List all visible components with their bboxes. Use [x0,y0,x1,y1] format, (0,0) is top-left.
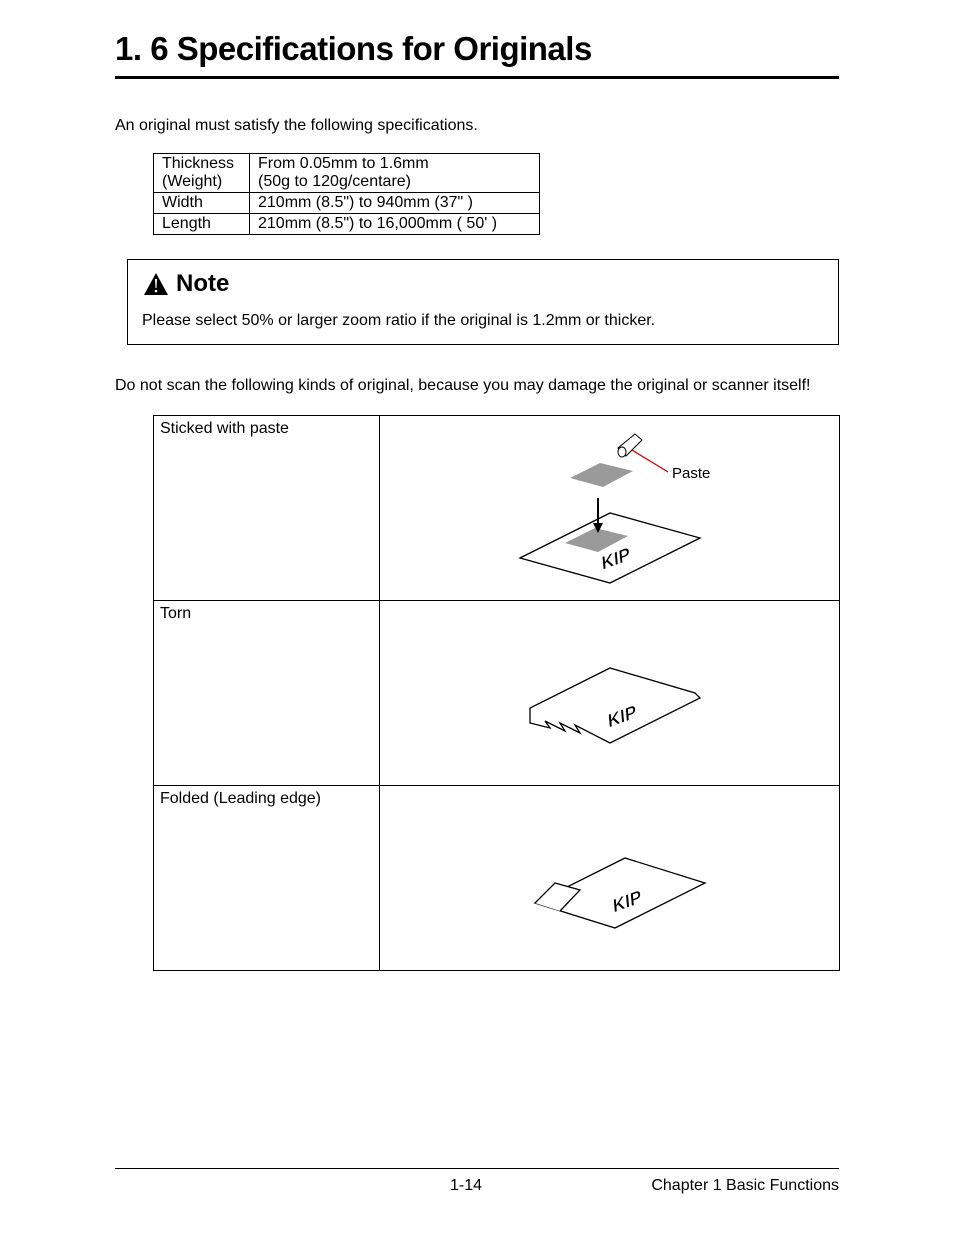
table-row: Folded (Leading edge) KIP [154,786,840,971]
specifications-table: Thickness (Weight) From 0.05mm to 1.6mm … [153,153,540,235]
section-heading: 1. 6 Specifications for Originals [115,30,839,79]
spec-value-thickness: From 0.05mm to 1.6mm (50g to 120g/centar… [250,154,540,193]
original-illustration-paste: Paste KIP [380,416,840,601]
original-label-torn: Torn [154,601,380,786]
originals-table: Sticked with paste [153,415,840,971]
note-box: Note Please select 50% or larger zoom ra… [127,259,839,345]
original-label-paste: Sticked with paste [154,416,380,601]
original-label-folded: Folded (Leading edge) [154,786,380,971]
paste-label: Paste [672,465,710,482]
spec-value-width: 210mm (8.5") to 940mm (37" ) [250,193,540,214]
page-number: 1-14 [450,1177,482,1195]
table-row: Torn KIP [154,601,840,786]
page-footer: 1-14 Chapter 1 Basic Functions [115,1168,839,1195]
table-row: Sticked with paste [154,416,840,601]
spec-label-width: Width [154,193,250,214]
spec-label-thickness: Thickness (Weight) [154,154,250,193]
note-body: Please select 50% or larger zoom ratio i… [142,312,824,330]
spec-label-length: Length [154,214,250,235]
intro-paragraph: An original must satisfy the following s… [115,117,839,135]
note-title: Note [176,270,229,298]
original-illustration-folded: KIP [380,786,840,971]
warning-triangle-icon [142,271,170,297]
spec-value-length: 210mm (8.5") to 16,000mm ( 50' ) [250,214,540,235]
warning-paragraph: Do not scan the following kinds of origi… [115,377,839,395]
chapter-label: Chapter 1 Basic Functions [651,1177,839,1195]
original-illustration-torn: KIP [380,601,840,786]
